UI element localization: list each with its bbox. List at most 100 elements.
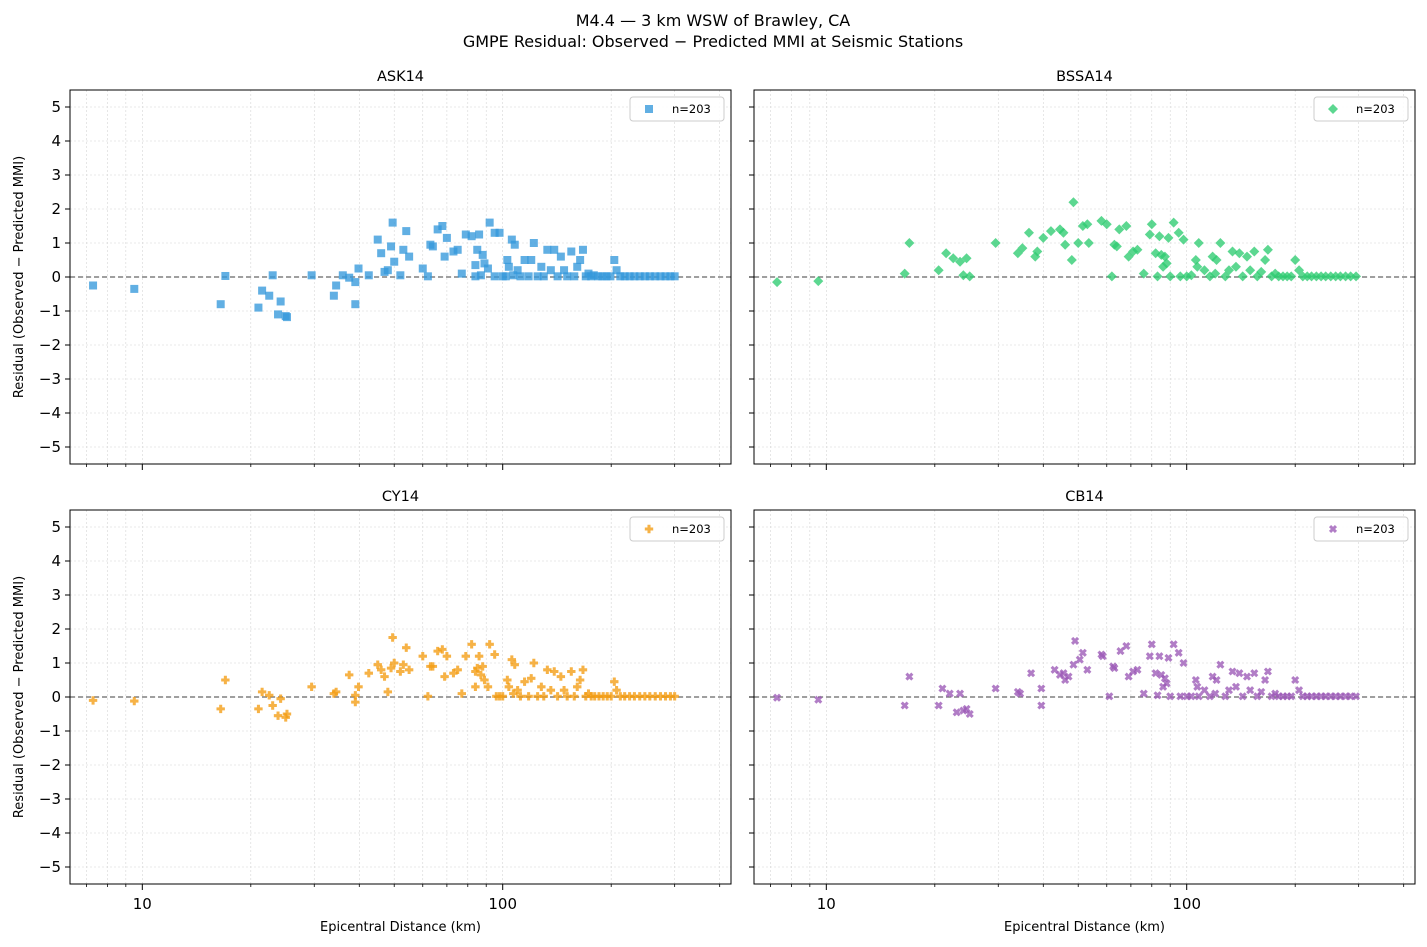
- data-point: [485, 640, 494, 649]
- legend: [1313, 96, 1409, 122]
- data-point: [1205, 692, 1214, 701]
- data-point: [442, 652, 452, 661]
- data-point: [345, 273, 354, 282]
- data-point: [1168, 217, 1179, 228]
- data-point: [1154, 231, 1165, 242]
- data-point: [331, 687, 341, 697]
- data-point: [1261, 675, 1270, 685]
- data-point: [461, 652, 471, 661]
- data-point: [307, 682, 316, 691]
- data-point: [567, 667, 576, 676]
- data-point: [1101, 219, 1112, 230]
- data-point: [991, 684, 1000, 693]
- data-point: [589, 271, 598, 280]
- data-point: [276, 694, 285, 703]
- subplot-cy14: CY14 Residual (Observed − Predicted MMI)…: [12, 489, 732, 935]
- data-point: [130, 284, 139, 293]
- data-point: [1163, 232, 1174, 243]
- data-point: [1211, 255, 1222, 265]
- data-point: [625, 692, 634, 701]
- data-point: [533, 692, 542, 701]
- data-point: [1186, 270, 1197, 281]
- y-tick-label: −3: [39, 790, 61, 808]
- data-point: [1228, 667, 1237, 676]
- data-point: [578, 245, 587, 254]
- x-axis-label: Epicentral Distance (km): [320, 920, 481, 935]
- data-point: [904, 238, 915, 248]
- data-point: [656, 692, 665, 701]
- subplot-title: BSSA14: [1056, 69, 1113, 85]
- data-point: [612, 266, 621, 275]
- data-point: [1075, 655, 1084, 664]
- data-point: [1191, 675, 1200, 685]
- data-point: [612, 686, 621, 695]
- data-point: [471, 667, 480, 676]
- data-point: [490, 272, 499, 281]
- data-point: [1105, 692, 1114, 701]
- data-point: [1190, 255, 1201, 265]
- data-point: [510, 660, 519, 669]
- data-point: [396, 271, 405, 280]
- data-point: [524, 272, 533, 281]
- data-point: [1320, 271, 1331, 282]
- data-point: [503, 675, 512, 685]
- data-point: [529, 658, 539, 668]
- data-point: [620, 692, 629, 701]
- data-point: [386, 663, 396, 673]
- data-point: [1193, 238, 1204, 248]
- data-point: [254, 704, 263, 714]
- data-point: [501, 272, 510, 281]
- y-tick-label: 5: [51, 98, 61, 116]
- data-point: [1164, 653, 1173, 662]
- data-point: [1037, 701, 1046, 710]
- data-point: [594, 272, 603, 281]
- subplot-title: ASK14: [377, 69, 424, 85]
- data-point: [520, 677, 529, 686]
- data-point: [467, 232, 476, 241]
- data-point: [1016, 689, 1025, 698]
- data-point: [351, 691, 360, 700]
- data-point: [1064, 672, 1073, 681]
- data-point: [524, 692, 533, 701]
- data-point: [1242, 672, 1252, 681]
- data-point: [1250, 669, 1259, 678]
- data-point: [620, 272, 629, 281]
- data-point: [1287, 692, 1296, 701]
- data-point: [1230, 261, 1241, 272]
- data-point: [438, 222, 447, 230]
- legend-label: n=203: [672, 522, 711, 536]
- data-point: [1114, 224, 1125, 235]
- data-point: [329, 689, 339, 698]
- data-point: [423, 272, 432, 281]
- data-point: [423, 692, 433, 701]
- data-point: [476, 670, 486, 680]
- data-point: [961, 253, 972, 264]
- data-point: [396, 667, 405, 676]
- data-point: [553, 272, 562, 281]
- data-point: [1078, 648, 1087, 657]
- data-point: [509, 689, 518, 698]
- data-point: [268, 701, 277, 710]
- data-point: [89, 281, 98, 290]
- subplot-title: CB14: [1065, 489, 1104, 505]
- data-point: [282, 709, 292, 719]
- data-point: [480, 259, 489, 268]
- subplot-cb14: CB14 Epicentral Distance (km) 10 100 n=203: [749, 489, 1416, 935]
- data-point: [351, 278, 360, 287]
- data-point: [344, 670, 354, 680]
- data-point: [965, 709, 974, 719]
- data-point: [640, 692, 650, 701]
- data-point: [606, 692, 616, 701]
- data-point: [428, 662, 438, 671]
- data-point: [635, 272, 644, 281]
- y-tick-label: 5: [51, 518, 61, 536]
- data-point: [490, 650, 499, 659]
- data-point: [546, 686, 556, 695]
- plot-underlay: [70, 510, 731, 884]
- data-point: [537, 262, 546, 271]
- y-tick-label: 2: [51, 620, 61, 638]
- data-point: [130, 696, 139, 706]
- data-point: [570, 272, 579, 281]
- data-point: [941, 248, 952, 259]
- y-tick-label: −4: [39, 404, 61, 422]
